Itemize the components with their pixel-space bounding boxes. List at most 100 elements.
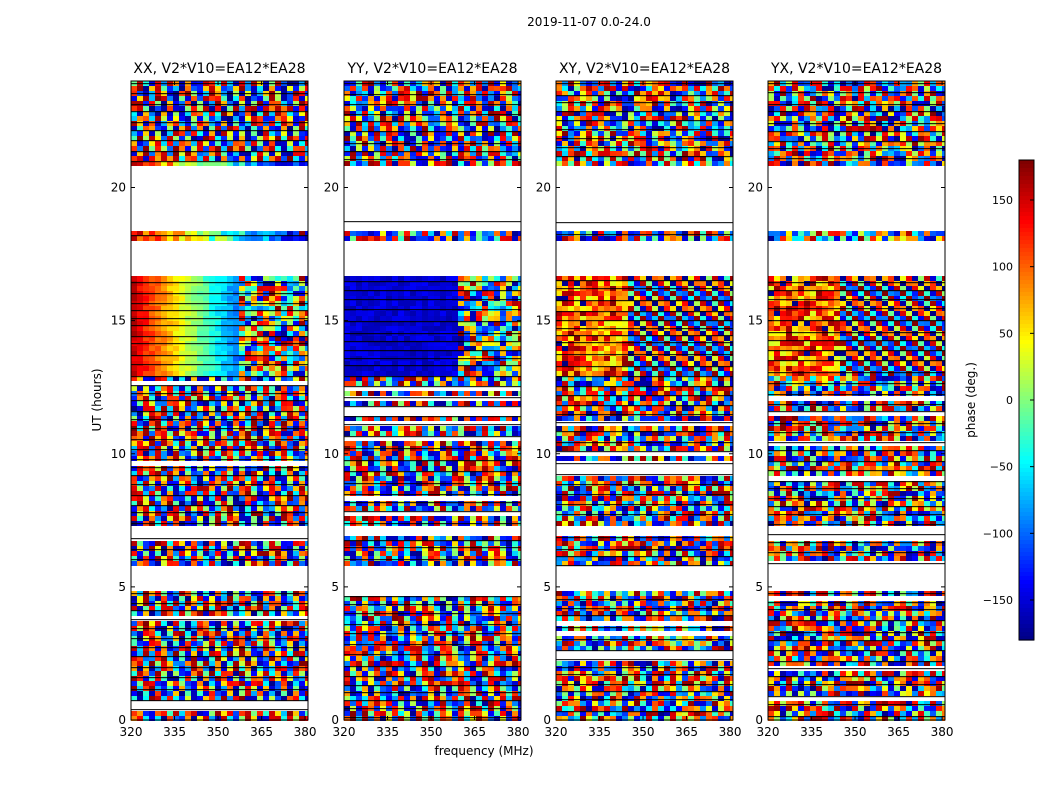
heatmap-cell <box>149 281 155 286</box>
heatmap-cell <box>482 131 488 136</box>
heatmap-cell <box>287 351 293 356</box>
heatmap-cell <box>470 456 476 461</box>
heatmap-cell <box>167 386 173 391</box>
heatmap-cell <box>506 306 512 311</box>
heatmap-cell <box>239 346 245 351</box>
heatmap-cell <box>215 411 221 416</box>
heatmap-cell <box>179 621 185 626</box>
heatmap-cell <box>239 656 245 661</box>
heatmap-cell <box>143 321 149 326</box>
heatmap-cell <box>452 111 458 116</box>
heatmap-cell <box>344 311 350 316</box>
heatmap-cell <box>257 696 263 701</box>
heatmap-cell <box>470 296 476 301</box>
heatmap-cell <box>362 316 368 321</box>
heatmap-cell <box>422 126 428 131</box>
flag-line <box>131 325 308 327</box>
heatmap-cell <box>281 696 287 701</box>
heatmap-cell <box>191 106 197 111</box>
heatmap-cell <box>239 481 245 486</box>
heatmap-cell <box>440 551 446 556</box>
heatmap-cell <box>263 691 269 696</box>
heatmap-cell <box>458 106 464 111</box>
heatmap-cell <box>452 391 458 396</box>
heatmap-cell <box>287 386 293 391</box>
heatmap-cell <box>488 231 494 236</box>
heatmap-cell <box>356 121 362 126</box>
heatmap-cell <box>209 511 215 516</box>
heatmap-cell <box>422 121 428 126</box>
heatmap-cell <box>386 286 392 291</box>
heatmap-cell <box>227 106 233 111</box>
heatmap-cell <box>293 231 299 236</box>
heatmap-cell <box>458 346 464 351</box>
heatmap-cell <box>494 541 500 546</box>
heatmap-cell <box>476 106 482 111</box>
heatmap-cell <box>173 361 179 366</box>
heatmap-cell <box>368 366 374 371</box>
heatmap-cell <box>197 466 203 471</box>
heatmap-cell <box>422 111 428 116</box>
heatmap-cell <box>245 556 251 561</box>
heatmap-cell <box>191 466 197 471</box>
heatmap-cell <box>185 331 191 336</box>
heatmap-cell <box>131 681 137 686</box>
heatmap-cell <box>179 666 185 671</box>
heatmap-cell <box>410 146 416 151</box>
heatmap-cell <box>149 631 155 636</box>
heatmap-cell <box>458 466 464 471</box>
heatmap-cell <box>149 491 155 496</box>
heatmap-cell <box>245 86 251 91</box>
heatmap-cell <box>404 491 410 496</box>
heatmap-cell <box>269 441 275 446</box>
heatmap-cell <box>251 691 257 696</box>
heatmap-cell <box>269 106 275 111</box>
heatmap-cell <box>251 141 257 146</box>
heatmap-cell <box>269 371 275 376</box>
heatmap-cell <box>269 686 275 691</box>
heatmap-cell <box>374 376 380 381</box>
heatmap-cell <box>392 401 398 406</box>
heatmap-cell <box>482 341 488 346</box>
heatmap-cell <box>149 396 155 401</box>
heatmap-cell <box>191 281 197 286</box>
heatmap-cell <box>362 391 368 396</box>
heatmap-cell <box>464 401 470 406</box>
heatmap-cell <box>488 366 494 371</box>
heatmap-cell <box>161 236 167 241</box>
heatmap-cell <box>155 476 161 481</box>
figure-title: 2019-11-07 0.0-24.0 <box>527 15 651 29</box>
heatmap-cell <box>161 136 167 141</box>
heatmap-cell <box>197 511 203 516</box>
heatmap-cell <box>281 161 287 166</box>
heatmap-cell <box>143 501 149 506</box>
heatmap-cell <box>374 151 380 156</box>
heatmap-cell <box>269 411 275 416</box>
heatmap-cell <box>488 326 494 331</box>
heatmap-cell <box>500 501 506 506</box>
heatmap-cell <box>404 336 410 341</box>
heatmap-cell <box>257 481 263 486</box>
heatmap-cell <box>506 336 512 341</box>
heatmap-cell <box>434 156 440 161</box>
heatmap-cell <box>221 116 227 121</box>
heatmap-cell <box>446 311 452 316</box>
heatmap-cell <box>191 476 197 481</box>
heatmap-cell <box>257 671 263 676</box>
heatmap-cell <box>398 116 404 121</box>
heatmap-cell <box>293 631 299 636</box>
heatmap-cell <box>374 301 380 306</box>
heatmap-cell <box>368 381 374 386</box>
heatmap-cell <box>398 546 404 551</box>
heatmap-cell <box>143 156 149 161</box>
heatmap-cell <box>398 491 404 496</box>
heatmap-cell <box>344 316 350 321</box>
flag-line <box>131 235 308 237</box>
heatmap-cell <box>245 486 251 491</box>
heatmap-cell <box>512 96 518 101</box>
heatmap-cell <box>305 276 308 281</box>
heatmap-cell <box>299 366 305 371</box>
heatmap-cell <box>251 486 257 491</box>
heatmap-cell <box>494 441 500 446</box>
